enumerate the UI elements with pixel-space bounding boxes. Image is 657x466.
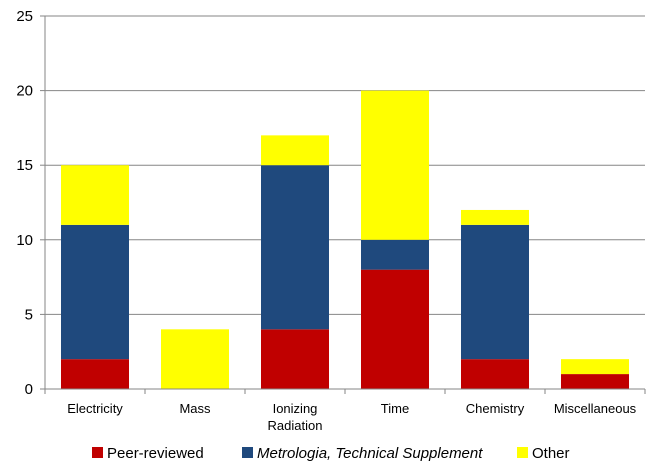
- x-category-label: Electricity: [67, 401, 123, 416]
- y-tick-label: 15: [16, 157, 33, 174]
- legend-label: Peer-reviewed: [107, 445, 204, 462]
- y-tick-label: 10: [16, 232, 33, 249]
- bar-segment-2: [61, 224, 129, 360]
- y-tick-labels: 0 5 10 15 20 25: [16, 8, 33, 398]
- bars: [61, 90, 629, 389]
- bar-segment-3: [261, 135, 329, 166]
- bar-segment-3: [561, 359, 629, 375]
- legend-swatch: [517, 447, 528, 458]
- x-category-label: Ionizing: [273, 401, 318, 416]
- bar-segment-3: [161, 329, 229, 389]
- bar-segment-1: [61, 359, 129, 389]
- bar-segment-3: [461, 209, 529, 225]
- bar-segment-2: [461, 224, 529, 360]
- legend-label: Other: [532, 445, 570, 462]
- legend-swatch: [92, 447, 103, 458]
- legend-swatch: [242, 447, 253, 458]
- x-category-label: Radiation: [268, 418, 323, 433]
- legend-label: Metrologia, Technical Supplement: [257, 445, 483, 462]
- bar-segment-3: [61, 165, 129, 225]
- x-category-label: Miscellaneous: [554, 401, 637, 416]
- x-category-label: Mass: [179, 401, 211, 416]
- bar-segment-1: [261, 329, 329, 389]
- bar-segment-1: [561, 374, 629, 389]
- x-category-labels: Electricity Mass Ionizing Radiation Time Chem…: [67, 401, 636, 433]
- x-category-label: Chemistry: [466, 401, 525, 416]
- y-tick-label: 0: [25, 381, 33, 398]
- x-category-label: Time: [381, 401, 409, 416]
- bar-segment-1: [361, 269, 429, 389]
- bar-segment-2: [261, 165, 329, 330]
- gridlines: [45, 15, 645, 315]
- bar-segment-1: [461, 359, 529, 389]
- axes: [40, 15, 646, 394]
- y-tick-label: 20: [16, 83, 33, 100]
- y-tick-label: 25: [16, 8, 33, 25]
- y-tick-label: 5: [25, 306, 33, 323]
- bar-segment-2: [361, 239, 429, 270]
- legend: Peer-reviewed Metrologia, Technical Suppl…: [92, 445, 570, 462]
- bar-segment-3: [361, 90, 429, 240]
